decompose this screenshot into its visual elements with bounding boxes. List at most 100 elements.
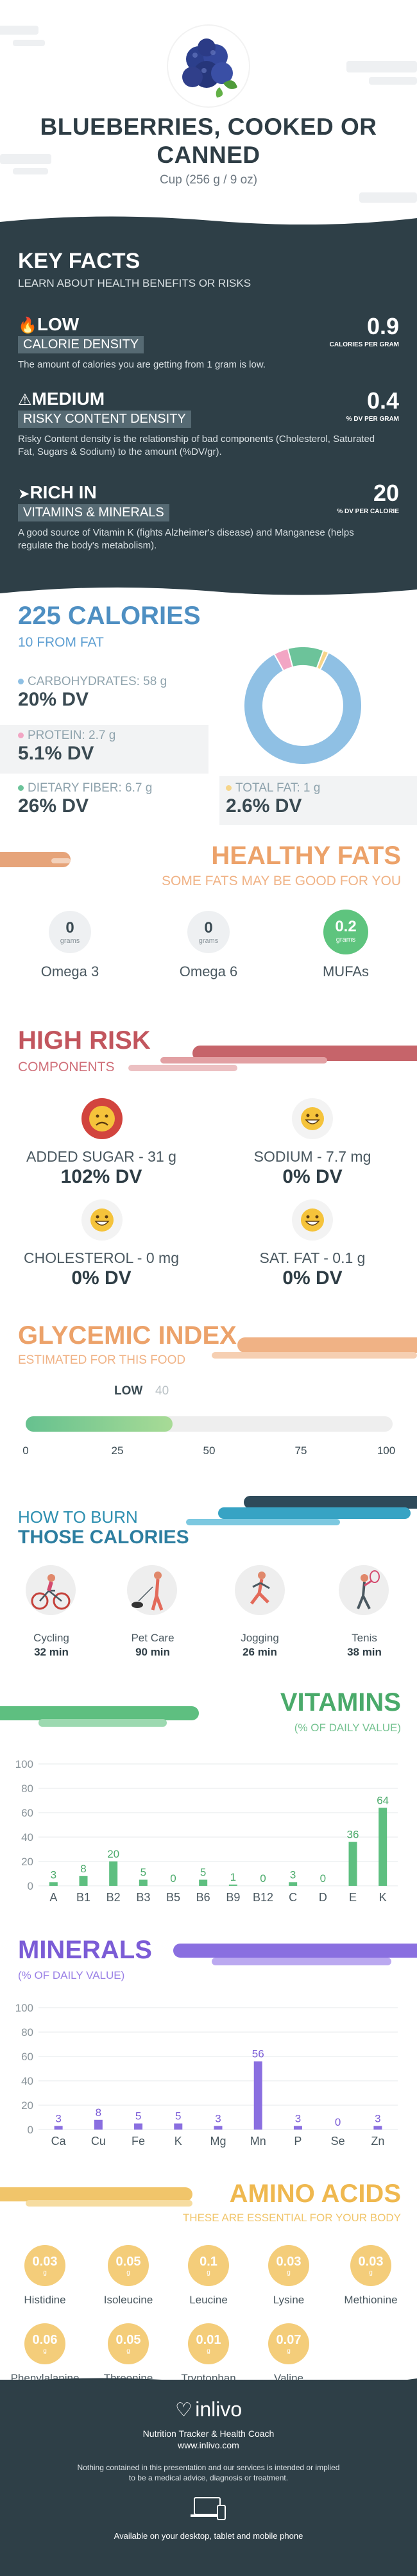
gi-tick: 25 bbox=[111, 1445, 124, 1457]
bar-B3 bbox=[139, 1879, 148, 1886]
amino-badge: 0.03 g bbox=[268, 2245, 309, 2286]
carbs-label: CARBOHYDRATES: 58 g bbox=[28, 675, 167, 688]
calories-subtitle: 10 FROM FAT bbox=[18, 635, 104, 650]
minerals-subtitle: (% OF DAILY VALUE) bbox=[18, 1969, 125, 1981]
vitamins-title: VITAMINS bbox=[280, 1688, 401, 1716]
bar-value-label: 3 bbox=[55, 2112, 61, 2124]
fiber-dv: 26% DV bbox=[18, 795, 89, 817]
key-facts-subtitle: LEARN ABOUT HEALTH BENEFITS OR RISKS bbox=[18, 277, 251, 289]
bar-B2 bbox=[109, 1861, 118, 1886]
carbs-info: CARBOHYDRATES: 58 g 20% DV bbox=[18, 675, 167, 711]
amino-unit: g bbox=[43, 2348, 47, 2355]
glycemic-subtitle: ESTIMATED FOR THIS FOOD bbox=[18, 1353, 186, 1367]
happy-face-icon bbox=[292, 1098, 333, 1139]
bar-B9 bbox=[228, 1885, 237, 1886]
high-risk-subtitle: COMPONENTS bbox=[18, 1060, 115, 1074]
glycemic-level: LOW bbox=[114, 1384, 143, 1398]
key-fact-calorie-density: 🔥LOW CALORIE DENSITY The amount of calor… bbox=[18, 314, 352, 371]
deco-bar bbox=[173, 1944, 417, 1958]
blueberry-image bbox=[168, 26, 249, 106]
brand-logo[interactable]: ♡ inlivo bbox=[154, 2398, 263, 2421]
fact-value: 0.4 bbox=[366, 387, 399, 414]
activity-minutes: 38 min bbox=[347, 1646, 382, 1658]
omega6-circle: 0 grams bbox=[187, 911, 230, 953]
bar-Ca bbox=[54, 2126, 63, 2130]
fat-dv: 2.6% DV bbox=[226, 795, 302, 817]
fact-level: LOW bbox=[37, 314, 80, 334]
bar-value-label: 8 bbox=[96, 2106, 101, 2119]
devices-icon bbox=[189, 2495, 228, 2527]
deco-bar bbox=[0, 2187, 192, 2201]
deco-bar bbox=[128, 1065, 237, 1071]
fat-name-omega6: Omega 6 bbox=[179, 963, 238, 979]
happy-face-icon bbox=[292, 1199, 333, 1241]
fact-unit: % DV PER GRAM bbox=[346, 416, 399, 423]
footer-availability: Available on your desktop, tablet and mo… bbox=[114, 2531, 303, 2541]
x-tick-label: B12 bbox=[253, 1891, 273, 1904]
activity-name: Pet Care bbox=[131, 1632, 174, 1644]
risk-label-cholesterol: CHOLESTEROL - 0 mg bbox=[24, 1250, 179, 1266]
x-tick-label: C bbox=[289, 1891, 297, 1904]
glycemic-title: GLYCEMIC INDEX bbox=[18, 1321, 237, 1350]
x-tick-label: B3 bbox=[136, 1891, 150, 1904]
deco-bar bbox=[186, 1519, 340, 1525]
healthy-fats-title: HEALTHY FATS bbox=[211, 842, 401, 870]
bar-A bbox=[49, 1882, 58, 1886]
mufas-circle: 0.2 grams bbox=[323, 910, 368, 954]
page-title: BLUEBERRIES, COOKED OR CANNED bbox=[0, 113, 417, 169]
amino-unit: g bbox=[369, 2269, 373, 2276]
x-tick-label: B1 bbox=[76, 1891, 90, 1904]
gi-tick: 0 bbox=[22, 1445, 29, 1457]
x-tick-label: E bbox=[349, 1891, 357, 1904]
fiber-dot bbox=[18, 785, 24, 792]
amino-unit: g bbox=[43, 2269, 47, 2276]
y-tick-label: 40 bbox=[21, 2075, 33, 2087]
amino-unit: g bbox=[126, 2348, 130, 2355]
deco-bar bbox=[160, 1057, 327, 1063]
tag-icon: ➤ bbox=[18, 486, 30, 502]
minerals-bar-chart: 0 20 40 60 80 100 3 Ca 8 Cu 5 Fe 5 K 3 Mg 56 Mn 3 P 0 Se 3 Zn bbox=[15, 2002, 398, 2148]
fat-value: 0.2 bbox=[335, 918, 357, 935]
amino-value: 0.05 bbox=[115, 2333, 141, 2347]
bar-B6 bbox=[199, 1879, 208, 1886]
fact-label: CALORIE DENSITY bbox=[18, 336, 144, 353]
fact-label: VITAMINS & MINERALS bbox=[18, 504, 169, 521]
fiber-info: DIETARY FIBER: 6.7 g 26% DV bbox=[18, 781, 152, 817]
x-tick-label: Mg bbox=[210, 2135, 226, 2148]
bar-Cu bbox=[94, 2119, 103, 2130]
y-tick-label: 80 bbox=[21, 1783, 33, 1795]
amino-badge: 0.06 g bbox=[24, 2323, 65, 2364]
bar-P bbox=[293, 2126, 302, 2130]
fact-label: RISKY CONTENT DENSITY bbox=[18, 411, 191, 428]
amino-unit: g bbox=[287, 2269, 291, 2276]
amino-value: 0.03 bbox=[358, 2255, 384, 2269]
amino-subtitle: THESE ARE ESSENTIAL FOR YOUR BODY bbox=[182, 2212, 401, 2224]
bar-value-label: 36 bbox=[347, 1829, 359, 1841]
y-tick-label: 60 bbox=[21, 2051, 33, 2063]
cycling-icon bbox=[26, 1565, 76, 1615]
footer-disclaimer: Nothing contained in this presentation a… bbox=[77, 2463, 340, 2472]
deco-bar bbox=[218, 1507, 411, 1519]
bar-value-label: 3 bbox=[295, 2112, 301, 2124]
x-tick-label: D bbox=[319, 1891, 327, 1904]
bar-K bbox=[174, 2123, 183, 2130]
fat-dot bbox=[226, 785, 232, 792]
footer: ♡ inlivo Nutrition Tracker & Health Coac… bbox=[0, 2380, 417, 2576]
y-tick-label: 60 bbox=[21, 1807, 33, 1819]
footer-url[interactable]: www.inlivo.com bbox=[178, 2440, 239, 2450]
deco-bar bbox=[38, 1719, 167, 1727]
activity-minutes: 26 min bbox=[243, 1646, 277, 1658]
y-tick-label: 0 bbox=[28, 1880, 33, 1892]
fact-description: Risky Content density is the relationshi… bbox=[18, 434, 375, 457]
amino-value: 0.06 bbox=[32, 2333, 58, 2347]
bar-value-label: 0 bbox=[335, 2116, 341, 2128]
bar-value-label: 3 bbox=[290, 1868, 296, 1881]
fact-value: 20 bbox=[373, 480, 399, 506]
jogging-icon bbox=[235, 1565, 285, 1615]
y-tick-label: 20 bbox=[21, 2099, 33, 2112]
fact-description: The amount of calories you are getting f… bbox=[18, 359, 266, 370]
x-tick-label: Se bbox=[331, 2135, 345, 2148]
bar-value-label: 0 bbox=[320, 1872, 326, 1885]
protein-dot bbox=[18, 733, 24, 739]
gi-tick: 100 bbox=[377, 1445, 396, 1457]
